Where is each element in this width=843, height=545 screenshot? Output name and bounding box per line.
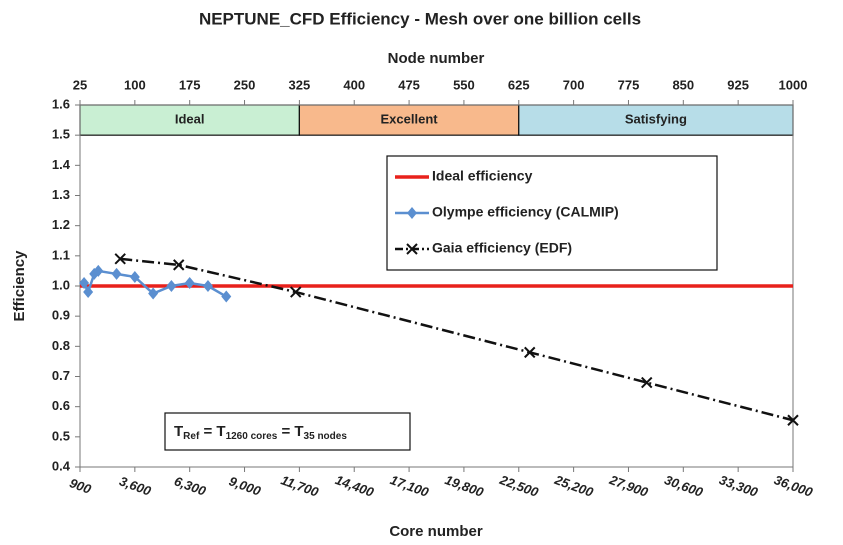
band (298, 104, 520, 136)
y-tick-label: 0.5 (52, 428, 70, 443)
y-tick-label: 1.0 (52, 277, 70, 292)
x2-tick-label: 400 (343, 77, 365, 92)
x-axis-title: Core number (389, 523, 483, 540)
x2-axis-title: Node number (388, 50, 485, 67)
y-tick-label: 0.6 (52, 398, 70, 413)
point (524, 346, 536, 359)
y-axis-title: Efficiency (11, 250, 28, 322)
annotation: TRef = T1260 cores = T35 nodes (174, 423, 347, 442)
legend-label: Gaia efficiency (EDF) (432, 240, 572, 256)
y-tick-label: 1.3 (52, 187, 70, 202)
y-tick-label: 1.1 (52, 247, 70, 262)
x2-tick-label: 100 (124, 77, 146, 92)
point (184, 276, 195, 289)
x2-tick-label: 850 (672, 77, 694, 92)
band-label: Satisfying (625, 112, 687, 127)
x-tick-label: 6,300 (172, 473, 208, 498)
x-tick-label: 9,000 (227, 473, 263, 498)
y-tick-label: 1.4 (52, 157, 71, 172)
band (79, 104, 300, 136)
y-tick-label: 1.6 (52, 96, 70, 111)
point (641, 376, 653, 389)
annotation-part: 1260 cores (226, 431, 278, 442)
y-tick-label: 0.9 (52, 308, 70, 323)
point (406, 243, 418, 255)
x-tick-label: 17,100 (388, 472, 431, 500)
y-tick-label: 0.4 (52, 458, 71, 473)
y-tick-label: 0.8 (52, 338, 70, 353)
x-tick-label: 11,700 (279, 472, 321, 500)
point (290, 286, 302, 298)
x2-tick-label: 925 (727, 77, 749, 92)
point (93, 264, 104, 277)
x-tick-label: 25,200 (552, 472, 596, 500)
point (173, 259, 185, 271)
x-tick-label: 3,600 (117, 473, 153, 498)
x-tick-label: 19,800 (443, 472, 486, 500)
band-label: Ideal (175, 112, 205, 127)
x-tick-label: 22,500 (497, 472, 541, 500)
point (114, 253, 126, 265)
point (79, 276, 90, 289)
legend-box (386, 155, 718, 271)
x2-tick-label: 775 (618, 77, 640, 92)
x-tick-label: 27,900 (607, 472, 651, 500)
x2-tick-label: 250 (234, 77, 256, 92)
band-label: Excellent (381, 112, 439, 127)
annotation-part: = T (277, 423, 303, 440)
annotation-box (164, 412, 411, 451)
x2-tick-label: 625 (508, 77, 530, 92)
annotation-part: Ref (183, 431, 200, 442)
series-line (120, 257, 794, 422)
point (221, 290, 232, 303)
x2-tick-label: 325 (289, 77, 311, 92)
legend-label: Olympe efficiency (CALMIP) (432, 204, 619, 220)
point (148, 287, 159, 300)
annotation-part: 35 nodes (304, 431, 348, 442)
point (202, 280, 213, 292)
x2-tick-label: 475 (398, 77, 420, 92)
point (111, 267, 122, 280)
x2-tick-label: 25 (73, 77, 87, 92)
point (129, 270, 140, 283)
point (407, 207, 417, 219)
x-tick-label: 30,600 (662, 472, 705, 500)
chart-title: NEPTUNE_CFD Efficiency - Mesh over one b… (199, 9, 641, 28)
x-tick-label: 36,000 (772, 472, 815, 500)
annotation-part: T (174, 423, 183, 440)
x-tick-label: 900 (68, 475, 94, 497)
y-tick-label: 0.7 (52, 368, 70, 383)
x-tick-label: 33,300 (717, 472, 760, 500)
legend-label: Ideal efficiency (432, 168, 533, 184)
x2-tick-label: 175 (179, 77, 201, 92)
y-tick-label: 1.5 (52, 127, 70, 142)
point (166, 280, 177, 292)
x2-tick-label: 550 (453, 77, 475, 92)
point (83, 286, 94, 299)
x2-tick-label: 1000 (779, 77, 808, 92)
x-tick-label: 14,400 (333, 472, 376, 500)
point (787, 414, 799, 426)
x2-tick-label: 700 (563, 77, 585, 92)
annotation-part: = T (199, 423, 225, 440)
y-tick-label: 1.2 (52, 217, 70, 232)
